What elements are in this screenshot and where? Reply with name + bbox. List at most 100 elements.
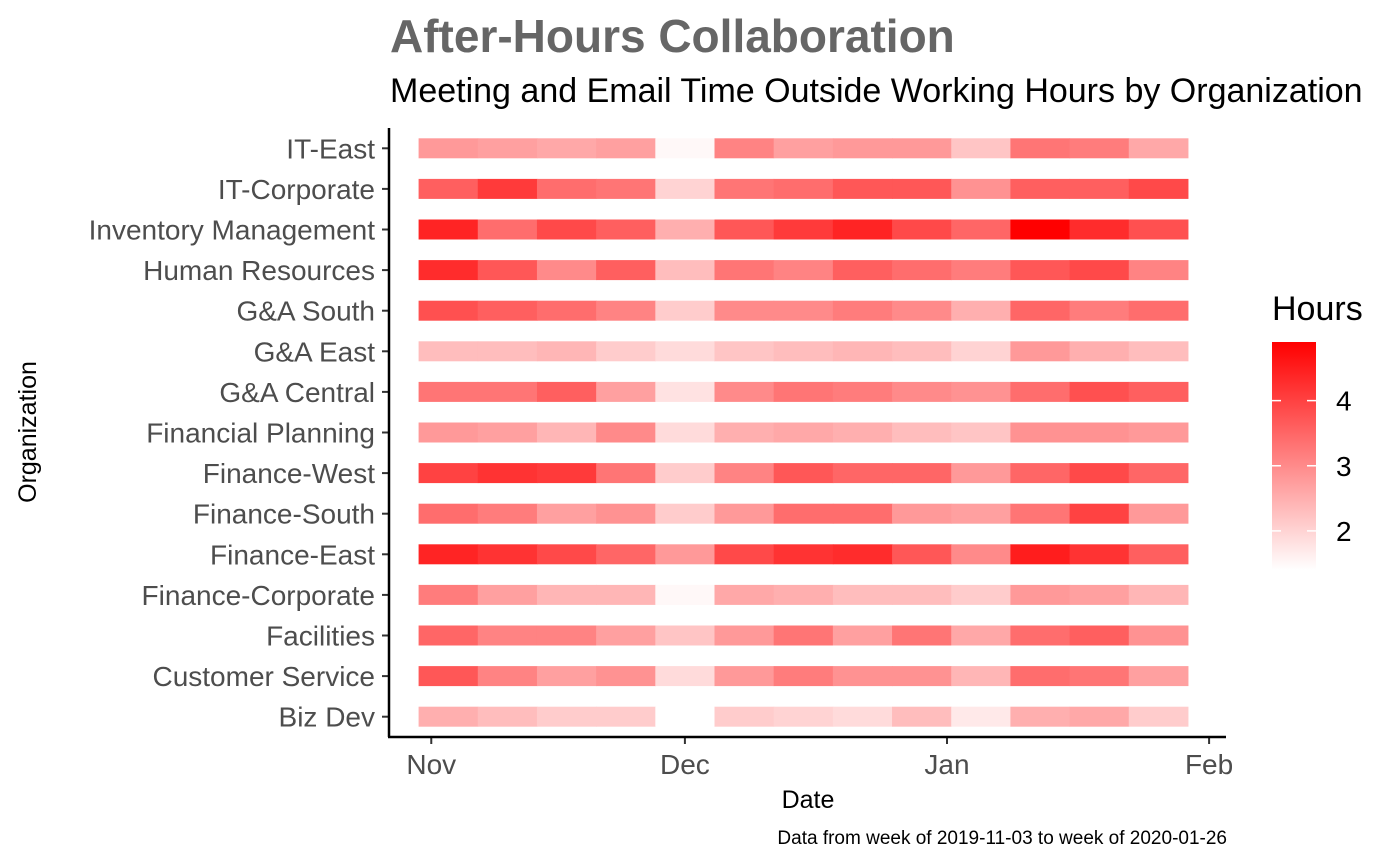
heatmap-cell bbox=[1069, 544, 1130, 565]
heatmap-cell bbox=[951, 178, 1011, 199]
heatmap-cell bbox=[714, 503, 775, 524]
heatmap-cell bbox=[714, 381, 775, 402]
heatmap-cell bbox=[596, 138, 656, 159]
y-tick-label: Human Resources bbox=[143, 255, 375, 286]
heatmap-cell bbox=[773, 544, 834, 565]
heatmap-cell bbox=[477, 706, 538, 727]
heatmap-cell bbox=[596, 503, 656, 524]
heatmap-cell bbox=[714, 584, 775, 605]
chart-subtitle: Meeting and Email Time Outside Working H… bbox=[390, 72, 1363, 110]
heatmap-cell bbox=[773, 706, 834, 727]
y-tick-label: Facilities bbox=[266, 621, 375, 652]
legend-tick-label: 3 bbox=[1336, 451, 1352, 482]
heatmap-cell bbox=[655, 463, 715, 484]
y-tick-label: Biz Dev bbox=[279, 702, 375, 733]
heatmap-cell bbox=[536, 300, 597, 321]
heatmap-cell bbox=[477, 138, 538, 159]
heatmap-tiles bbox=[418, 138, 1189, 727]
heatmap-cell bbox=[477, 219, 538, 240]
heatmap-cell bbox=[477, 666, 538, 687]
heatmap-cell bbox=[418, 544, 479, 565]
heatmap-cell bbox=[1128, 381, 1189, 402]
heatmap-cell bbox=[714, 544, 775, 565]
heatmap-cell bbox=[951, 341, 1011, 362]
heatmap-cell bbox=[1010, 219, 1071, 240]
heatmap-cell bbox=[892, 138, 952, 159]
heatmap-cell bbox=[655, 219, 715, 240]
heatmap-cell bbox=[596, 341, 656, 362]
heatmap-cell bbox=[596, 260, 656, 281]
heatmap-cell bbox=[596, 178, 656, 199]
heatmap-cell bbox=[773, 178, 834, 199]
heatmap-cell bbox=[832, 544, 893, 565]
heatmap-cell bbox=[596, 666, 656, 687]
y-tick-label: G&A Central bbox=[219, 377, 375, 408]
heatmap-cell bbox=[418, 584, 479, 605]
y-tick-label: Inventory Management bbox=[89, 215, 376, 246]
heatmap-cell bbox=[773, 260, 834, 281]
heatmap-cell bbox=[951, 544, 1011, 565]
heatmap-cell bbox=[596, 544, 656, 565]
heatmap-cell bbox=[714, 706, 775, 727]
heatmap-cell bbox=[1010, 463, 1071, 484]
heatmap-cell bbox=[1069, 178, 1130, 199]
y-tick-label: IT-Corporate bbox=[218, 174, 375, 205]
heatmap-cell bbox=[832, 381, 893, 402]
heatmap-cell bbox=[714, 341, 775, 362]
heatmap-cell bbox=[477, 625, 538, 646]
heatmap-cell bbox=[714, 463, 775, 484]
heatmap-cell bbox=[596, 706, 656, 727]
legend-tick-label: 4 bbox=[1336, 386, 1352, 417]
y-axis-title: Organization bbox=[14, 361, 42, 503]
heatmap-cell bbox=[1010, 503, 1071, 524]
heatmap-cell bbox=[655, 341, 715, 362]
heatmap-cell bbox=[892, 584, 952, 605]
heatmap-cell bbox=[773, 422, 834, 443]
heatmap-cell bbox=[655, 260, 715, 281]
heatmap-cell bbox=[714, 300, 775, 321]
heatmap-cell bbox=[773, 666, 834, 687]
heatmap-cell bbox=[418, 178, 479, 199]
heatmap-cell bbox=[1128, 584, 1189, 605]
heatmap-cell bbox=[832, 341, 893, 362]
heatmap-cell bbox=[536, 706, 597, 727]
heatmap-cell bbox=[1128, 666, 1189, 687]
heatmap-cell bbox=[832, 584, 893, 605]
heatmap-cell bbox=[477, 260, 538, 281]
heatmap-cell bbox=[1069, 260, 1130, 281]
heatmap-cell bbox=[1010, 300, 1071, 321]
heatmap-cell bbox=[832, 138, 893, 159]
heatmap-cell bbox=[596, 381, 656, 402]
heatmap-cell bbox=[477, 381, 538, 402]
heatmap-cell bbox=[536, 381, 597, 402]
heatmap-cell bbox=[596, 584, 656, 605]
heatmap-cell bbox=[714, 666, 775, 687]
heatmap-cell bbox=[1010, 544, 1071, 565]
heatmap-cell bbox=[418, 503, 479, 524]
legend-tick-label: 2 bbox=[1336, 516, 1352, 547]
heatmap-cell bbox=[892, 219, 952, 240]
heatmap-cell bbox=[773, 381, 834, 402]
heatmap-cell bbox=[951, 584, 1011, 605]
heatmap-cell bbox=[1128, 463, 1189, 484]
legend-colorbar bbox=[1272, 342, 1316, 570]
heatmap-cell bbox=[773, 625, 834, 646]
heatmap-cell bbox=[1128, 300, 1189, 321]
heatmap-cell bbox=[1010, 706, 1071, 727]
heatmap-cell bbox=[951, 300, 1011, 321]
heatmap-cell bbox=[536, 260, 597, 281]
heatmap-cell bbox=[418, 341, 479, 362]
heatmap-cell bbox=[1128, 503, 1189, 524]
heatmap-cell bbox=[655, 666, 715, 687]
heatmap-cell bbox=[951, 138, 1011, 159]
x-axis-ticks: Nov Dec Jan Feb bbox=[406, 737, 1233, 780]
y-axis-ticks: Biz Dev Customer Service Facilities Finance… bbox=[89, 133, 389, 733]
heatmap-cell bbox=[832, 666, 893, 687]
heatmap-cell bbox=[951, 666, 1011, 687]
heatmap-cell bbox=[832, 503, 893, 524]
heatmap-cell bbox=[1128, 219, 1189, 240]
heatmap-cell bbox=[714, 422, 775, 443]
heatmap-cell bbox=[773, 503, 834, 524]
heatmap-cell bbox=[418, 666, 479, 687]
heatmap-cell bbox=[477, 178, 538, 199]
